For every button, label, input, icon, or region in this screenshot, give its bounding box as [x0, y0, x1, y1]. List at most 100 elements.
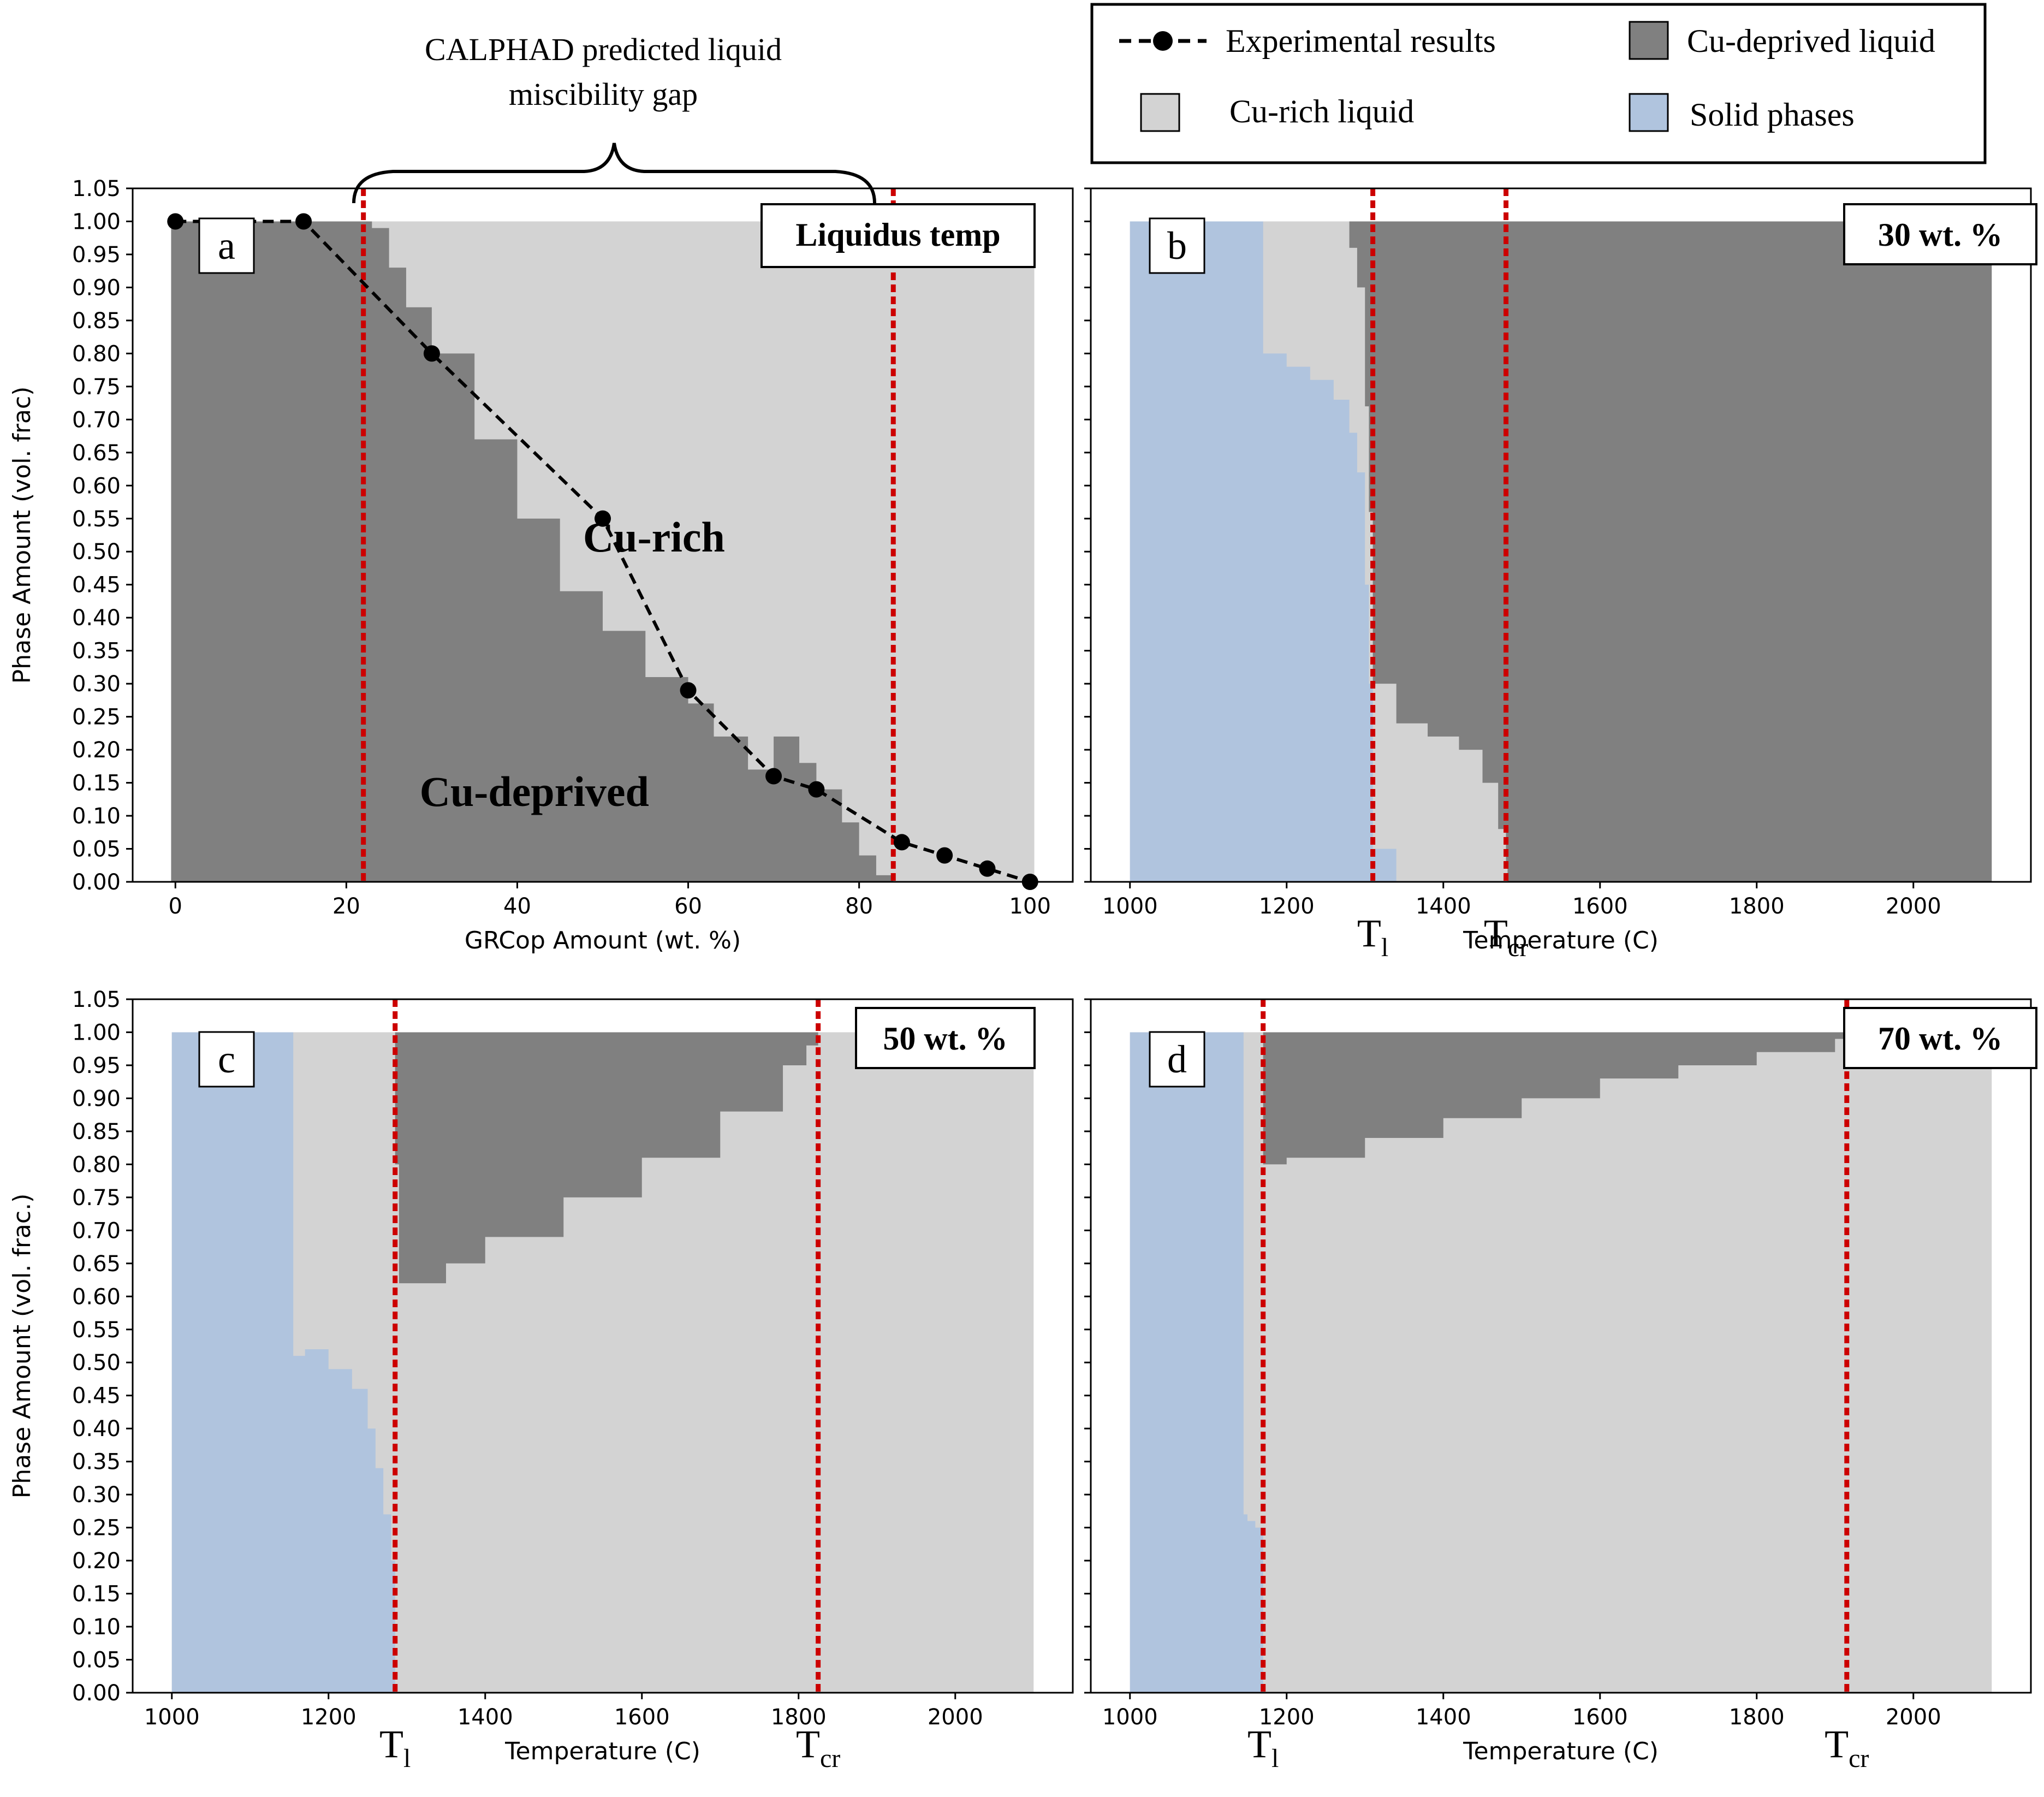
panel-a-frame — [132, 187, 1074, 883]
solid-region — [1130, 1032, 1992, 1693]
y-tick-label-19: 0.90 — [72, 1086, 121, 1111]
x-axis-label: Temperature (C) — [1463, 1737, 1659, 1765]
y-tick-label-1: 0.00 — [72, 1681, 121, 1706]
x-tick-label-1: 1000 — [1102, 1705, 1158, 1730]
y-tick-label-5: 0.20 — [72, 1549, 121, 1574]
y-tick-label-17: 0.80 — [72, 1152, 121, 1177]
legend-solid-label: Solid phases — [1690, 97, 1855, 133]
experimental-point-1 — [167, 213, 184, 230]
x-tick-label-3: 40 — [503, 894, 531, 919]
y-tick-label-13: 0.60 — [72, 473, 121, 499]
t-label-cr: Tcr — [796, 1722, 840, 1773]
y-axis-label: Phase Amount (vol. frac.) — [8, 1194, 36, 1498]
panel-b-letter-box — [1149, 217, 1205, 274]
y-tick-label-15: 0.70 — [72, 407, 121, 432]
legend-cu-deprived-swatch — [1629, 21, 1669, 60]
experimental-point-3 — [423, 345, 440, 362]
x-tick-label-3: 1400 — [457, 1705, 513, 1730]
panel-b-letter: b — [1167, 224, 1187, 268]
y-tick-label-13: 0.60 — [72, 1284, 121, 1309]
t-label-subscript: l — [1271, 1744, 1279, 1773]
y-tick-label-12: 0.55 — [72, 507, 121, 532]
gap-label-line1: CALPHAD predicted liquid — [425, 32, 782, 67]
panel-a-letter: a — [218, 224, 235, 268]
y-tick-label-20: 0.95 — [72, 1053, 121, 1078]
x-tick-label-6: 100 — [1009, 894, 1051, 919]
t-label-l: Tl — [1247, 1722, 1279, 1773]
panel-d-frame — [1090, 998, 2032, 1694]
y-tick-label-3: 0.10 — [72, 1615, 121, 1640]
t-label-base: T — [1484, 911, 1508, 955]
x-tick-label-6: 2000 — [1886, 894, 1941, 919]
panel-b-badge: 30 wt. % — [1878, 217, 2003, 253]
legend-cu-rich-swatch — [1140, 93, 1180, 132]
solid-region — [1130, 221, 1992, 882]
y-tick-label-16: 0.75 — [72, 375, 121, 400]
panel-a-plot-area — [171, 188, 1035, 882]
solid-region — [171, 1032, 1034, 1693]
y-tick-label-11: 0.50 — [72, 539, 121, 565]
panel-a-letter-box — [198, 217, 255, 274]
y-tick-label-15: 0.70 — [72, 1218, 121, 1243]
t-label-cr: Tcr — [1484, 911, 1528, 962]
x-tick-label-2: 20 — [332, 894, 360, 919]
y-tick-label-8: 0.35 — [72, 639, 121, 664]
t-label-l: Tl — [1357, 911, 1388, 962]
y-tick-label-14: 0.65 — [72, 1252, 121, 1277]
y-tick-label-21: 1.00 — [72, 1020, 121, 1045]
miscibility-gap-annotation: CALPHAD predicted liquid miscibility gap — [352, 32, 876, 204]
legend-experimental-marker — [1153, 31, 1173, 51]
experimental-point-6 — [765, 768, 782, 785]
x-tick-label-4: 1600 — [1572, 894, 1628, 919]
cu-rich-label: Cu-rich — [583, 513, 725, 561]
y-tick-label-7: 0.30 — [72, 1482, 121, 1508]
x-tick-label-2: 1200 — [301, 1705, 356, 1730]
experimental-point-10 — [979, 860, 996, 877]
cu-deprived-label: Cu-deprived — [420, 768, 649, 815]
panel-a: 0 20 40 60 80 100 0.00 0.05 0.10 0.15 0.20 0.25 0.30… — [8, 176, 1074, 954]
experimental-point-2 — [295, 213, 312, 230]
legend-experimental-label: Experimental results — [1226, 23, 1496, 59]
x-tick-label-4: 1600 — [1572, 1705, 1628, 1730]
t-label-l: Tl — [379, 1722, 411, 1773]
t-label-subscript: cr — [1508, 933, 1528, 962]
y-tick-label-16: 0.75 — [72, 1185, 121, 1211]
panel-c-badge: 50 wt. % — [883, 1021, 1007, 1057]
y-tick-label-2: 0.05 — [72, 1648, 121, 1673]
cu-deprived-region — [1130, 221, 1992, 882]
panel-d-letter: d — [1167, 1037, 1187, 1081]
y-tick-label-14: 0.65 — [72, 441, 121, 466]
x-tick-label-2: 1200 — [1259, 1705, 1315, 1730]
y-tick-label-9: 0.40 — [72, 1416, 121, 1442]
legend-frame — [1090, 3, 1987, 164]
x-tick-label-5: 1800 — [1729, 894, 1785, 919]
x-tick-label-6: 2000 — [1886, 1705, 1941, 1730]
experimental-point-7 — [808, 781, 825, 798]
y-tick-label-10: 0.45 — [72, 573, 121, 598]
y-tick-label-6: 0.25 — [72, 705, 121, 730]
panel-c-plot-area — [171, 999, 1034, 1693]
t-label-base: T — [1247, 1722, 1271, 1766]
y-axis-label: Phase Amount (vol. frac) — [8, 387, 36, 684]
experimental-point-5 — [680, 682, 697, 699]
panel-a-badge: Liquidus temp — [795, 217, 1000, 253]
panel-c-letter-box — [198, 1031, 255, 1088]
y-tick-label-9: 0.40 — [72, 606, 121, 631]
x-tick-label-3: 1400 — [1416, 1705, 1471, 1730]
x-tick-label-2: 1200 — [1259, 894, 1315, 919]
x-tick-label-1: 0 — [169, 894, 182, 919]
y-tick-label-2: 0.05 — [72, 837, 121, 862]
y-tick-label-21: 1.00 — [72, 209, 121, 234]
x-tick-label-6: 2000 — [928, 1705, 983, 1730]
t-label-base: T — [1357, 911, 1381, 955]
y-tick-label-19: 0.90 — [72, 275, 121, 300]
panel-d-badge: 70 wt. % — [1878, 1021, 2003, 1057]
experimental-point-8 — [893, 834, 910, 851]
legend-cu-rich-label: Cu-rich liquid — [1229, 93, 1414, 129]
x-tick-label-5: 1800 — [771, 1705, 827, 1730]
t-label-base: T — [796, 1722, 820, 1766]
y-tick-label-20: 0.95 — [72, 242, 121, 268]
panel-d-letter-box — [1149, 1031, 1205, 1088]
